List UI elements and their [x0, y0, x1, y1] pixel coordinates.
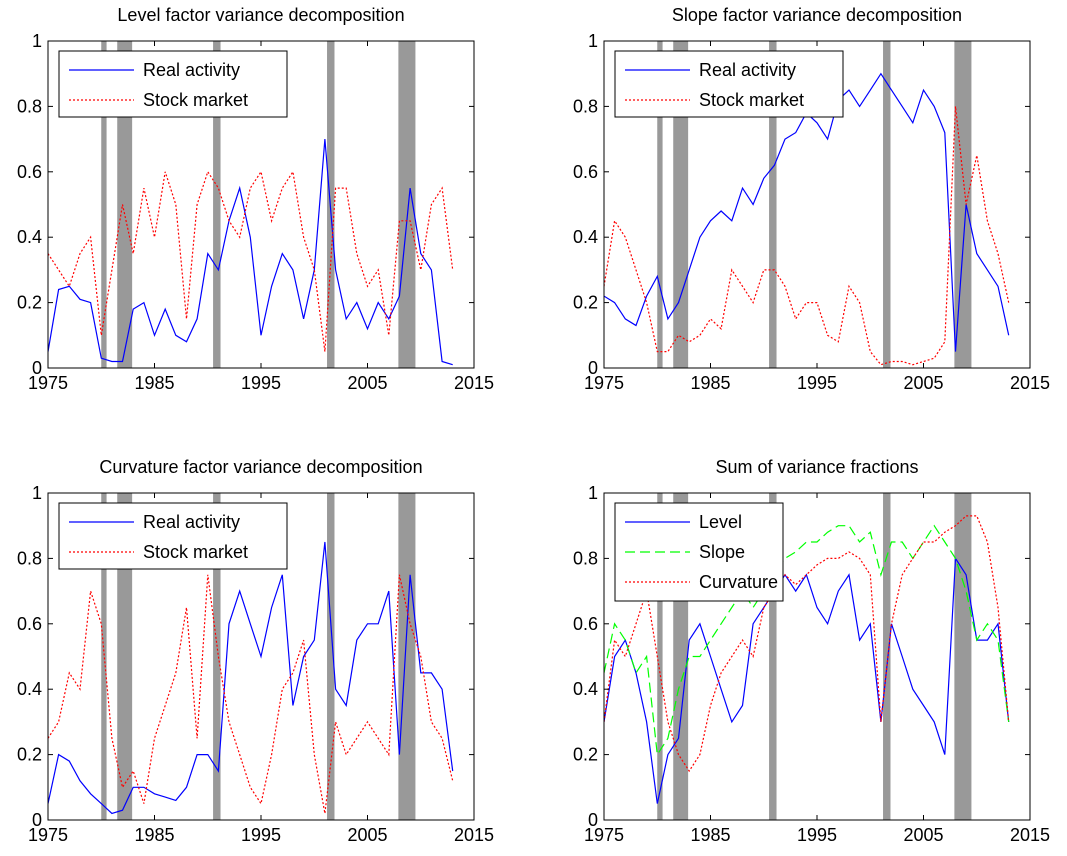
series-line-stock-market	[48, 170, 454, 352]
chart-title: Sum of variance fractions	[715, 457, 918, 477]
y-tick-label: 0	[32, 358, 42, 378]
legend-label: Stock market	[143, 542, 248, 562]
series-line-stock-market	[604, 106, 1010, 366]
recession-band	[954, 41, 972, 368]
x-tick-label: 2005	[347, 373, 387, 393]
y-tick-label: 0.8	[17, 96, 42, 116]
x-tick-label: 1995	[241, 825, 281, 845]
recession-band	[883, 41, 891, 368]
legend-label: Real activity	[143, 60, 240, 80]
x-tick-label: 1985	[134, 825, 174, 845]
y-tick-label: 1	[32, 483, 42, 503]
legend-label: Slope	[699, 542, 745, 562]
x-tick-label: 1975	[584, 825, 624, 845]
legend-label: Real activity	[143, 512, 240, 532]
chart-title: Curvature factor variance decomposition	[99, 457, 422, 477]
recession-band	[954, 493, 972, 820]
x-tick-label: 2015	[1010, 825, 1050, 845]
series-line-real-activity	[48, 541, 454, 815]
y-tick-label: 0.6	[573, 162, 598, 182]
y-tick-label: 0.8	[573, 96, 598, 116]
y-tick-label: 0.2	[573, 293, 598, 313]
x-tick-label: 2015	[454, 825, 494, 845]
series-line-slope	[604, 524, 1010, 757]
y-tick-label: 0.6	[573, 614, 598, 634]
chart-title: Slope factor variance decomposition	[672, 5, 962, 25]
y-tick-label: 0.2	[17, 745, 42, 765]
y-tick-label: 0.6	[17, 614, 42, 634]
y-tick-label: 0.8	[573, 548, 598, 568]
legend-label: Curvature	[699, 572, 778, 592]
x-tick-label: 1995	[797, 373, 837, 393]
x-tick-label: 1995	[797, 825, 837, 845]
x-tick-label: 1975	[28, 373, 68, 393]
legend-label: Stock market	[143, 90, 248, 110]
recession-band	[398, 41, 416, 368]
recession-band	[101, 41, 107, 368]
legend-box	[58, 50, 288, 118]
series-line-stock-market	[48, 574, 454, 814]
y-tick-label: 0.4	[573, 227, 598, 247]
x-tick-label: 1975	[28, 825, 68, 845]
recession-band	[657, 493, 663, 820]
y-tick-label: 0.4	[17, 679, 42, 699]
recession-band	[117, 41, 133, 368]
legend-box	[58, 502, 288, 570]
recession-band	[117, 493, 133, 820]
x-tick-label: 2015	[1010, 373, 1050, 393]
y-tick-label: 1	[588, 483, 598, 503]
x-tick-label: 1975	[584, 373, 624, 393]
legend: Level Slope Curvature	[614, 502, 784, 602]
y-tick-label: 0.8	[17, 548, 42, 568]
chart-panel-3: 1975 1985 1995 2005 2015 0 0.2 0.4 0.6 0.8 1 Curvat…	[17, 457, 494, 845]
recession-band	[213, 493, 221, 820]
series-line-level	[604, 556, 1010, 804]
x-tick-label: 2015	[454, 373, 494, 393]
recession-band	[657, 41, 663, 368]
y-tick-label: 0.4	[17, 227, 42, 247]
recession-band	[883, 493, 891, 820]
legend-label: Stock market	[699, 90, 804, 110]
chart-panel-2: 1975 1985 1995 2005 2015 0 0.2 0.4 0.6 0.8 1 Slope …	[573, 5, 1050, 393]
legend: Real activity Stock market	[58, 50, 288, 118]
chart-panel-1: 1975 1985 1995 2005 2015 0 0.2 0.4 0.6 0.8 1 Level …	[17, 5, 494, 393]
x-tick-label: 2005	[347, 825, 387, 845]
legend: Real activity Stock market	[58, 502, 288, 570]
recession-band	[769, 493, 777, 820]
y-tick-label: 0.2	[17, 293, 42, 313]
recession-band	[213, 41, 221, 368]
recession-band	[101, 493, 107, 820]
legend: Real activity Stock market	[614, 50, 844, 118]
y-tick-label: 0.6	[17, 162, 42, 182]
y-tick-label: 0.2	[573, 745, 598, 765]
y-tick-label: 0	[32, 810, 42, 830]
series-line-real-activity	[48, 139, 453, 366]
x-tick-label: 2005	[903, 825, 943, 845]
y-tick-label: 1	[588, 31, 598, 51]
recession-band	[769, 41, 777, 368]
x-tick-label: 2005	[903, 373, 943, 393]
x-tick-label: 1985	[690, 825, 730, 845]
recession-band	[398, 493, 416, 820]
y-tick-label: 0.4	[573, 679, 598, 699]
legend-box	[614, 50, 844, 118]
x-tick-label: 1985	[690, 373, 730, 393]
chart-panel-4: 1975 1985 1995 2005 2015 0 0.2 0.4 0.6 0.8 1 Sum of…	[573, 457, 1050, 845]
legend-label: Real activity	[699, 60, 796, 80]
legend-label: Level	[699, 512, 742, 532]
y-tick-label: 0	[588, 810, 598, 830]
y-tick-label: 0	[588, 358, 598, 378]
recession-band	[327, 493, 335, 820]
chart-title: Level factor variance decomposition	[117, 5, 404, 25]
x-tick-label: 1985	[134, 373, 174, 393]
x-tick-label: 1995	[241, 373, 281, 393]
series-line-curvature	[604, 515, 1010, 773]
y-tick-label: 1	[32, 31, 42, 51]
